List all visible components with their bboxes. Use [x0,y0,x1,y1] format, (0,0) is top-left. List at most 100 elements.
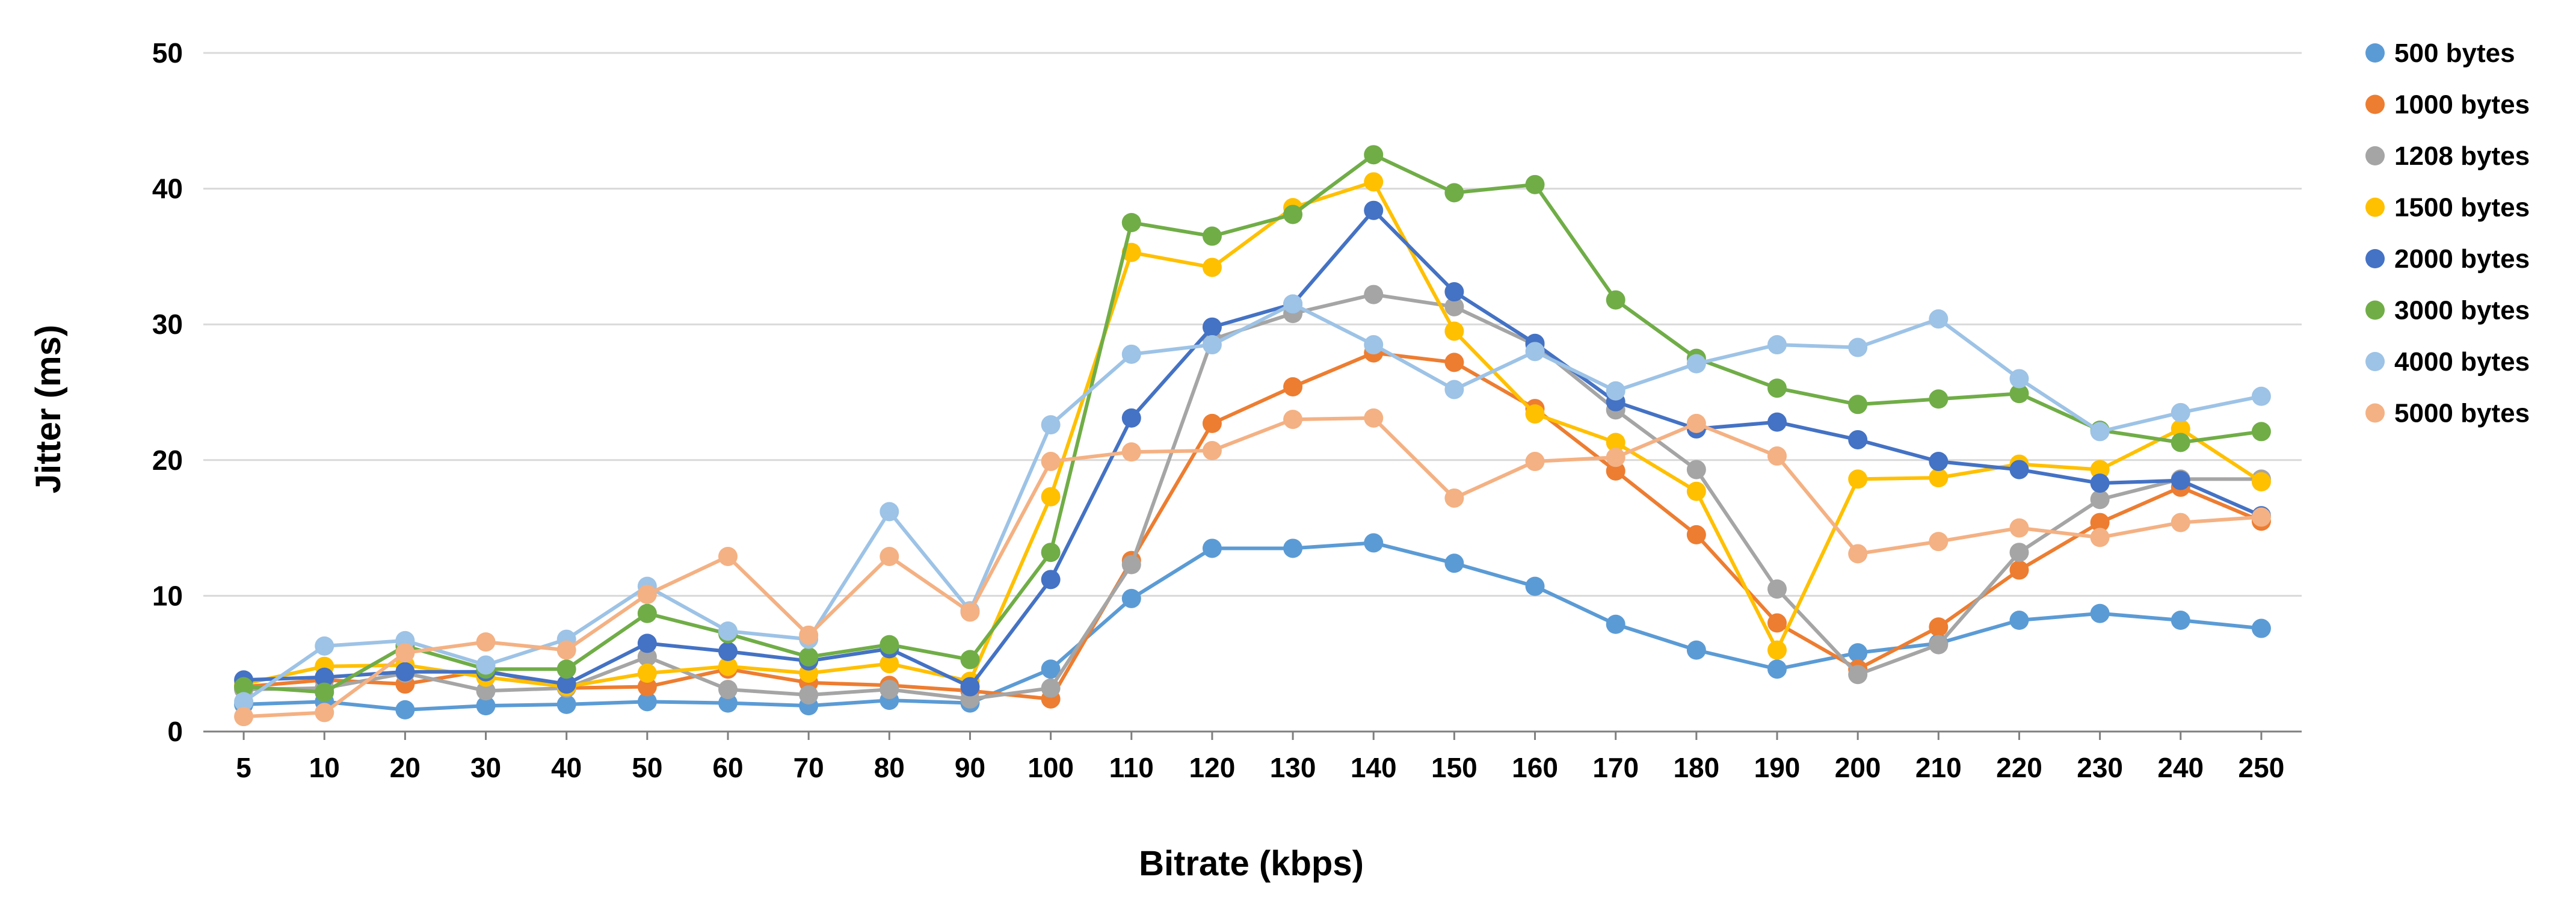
data-point-3000-bytes-210 [1929,389,1949,409]
data-point-500-bytes-130 [1283,538,1303,558]
data-point-5000-bytes-230 [2090,528,2110,547]
data-point-3000-bytes-200 [1848,395,1868,414]
data-point-1208-bytes-200 [1848,665,1868,685]
x-tick-label-5: 5 [236,752,251,783]
data-point-4000-bytes-140 [1364,335,1384,355]
x-tick-label-250: 250 [2239,752,2285,783]
data-point-1000-bytes-150 [1444,353,1464,372]
data-point-2000-bytes-210 [1929,452,1949,472]
x-tick-label-160: 160 [1512,752,1558,783]
data-point-1500-bytes-160 [1525,404,1545,424]
data-point-2000-bytes-10 [315,667,334,687]
data-point-500-bytes-180 [1686,640,1706,660]
legend-marker-1000-bytes [2365,94,2385,114]
data-point-3000-bytes-100 [1041,543,1061,562]
axes: 0 10 20 30 40 50 5 10 20 30 40 50 60 70 80 90 100 110 120 1… [152,37,2302,783]
data-point-1208-bytes-80 [880,680,899,700]
data-point-1000-bytes-220 [2009,560,2029,580]
data-point-3000-bytes-90 [960,650,980,670]
legend-label-1000-bytes: 1000 bytes [2394,90,2530,120]
y-axis-title: Jitter (ms) [29,325,68,493]
x-tick-label-180: 180 [1673,752,1719,783]
legend-label-5000-bytes: 5000 bytes [2394,399,2530,428]
data-point-3000-bytes-250 [2251,422,2271,442]
x-tick-label-10: 10 [309,752,340,783]
data-point-5000-bytes-70 [799,625,819,645]
y-tick-label-10: 10 [152,580,183,611]
data-point-1500-bytes-60 [718,656,738,676]
data-point-2000-bytes-50 [637,633,657,653]
data-point-5000-bytes-90 [960,602,980,622]
x-tick-label-100: 100 [1028,752,1074,783]
legend-marker-4000-bytes [2365,352,2385,371]
series-line-1500-bytes [243,180,2263,689]
legend-marker-500-bytes [2365,43,2385,63]
data-point-500-bytes-190 [1767,659,1787,679]
data-point-500-bytes-150 [1444,553,1464,573]
series-5000-bytes [234,408,2271,727]
data-point-1000-bytes-190 [1767,613,1787,633]
series-3000-bytes [234,145,2271,702]
series-500-bytes [234,533,2271,719]
data-point-500-bytes-200 [1848,643,1868,663]
data-point-5000-bytes-30 [476,632,496,652]
data-point-5000-bytes-160 [1525,452,1545,472]
data-point-2000-bytes-60 [718,641,738,661]
data-point-500-bytes-220 [2009,611,2029,630]
data-point-5000-bytes-50 [637,585,657,605]
x-tick-label-230: 230 [2077,752,2123,783]
data-point-2000-bytes-220 [2009,460,2029,479]
data-point-1000-bytes-120 [1202,413,1222,433]
data-point-1208-bytes-150 [1444,297,1464,316]
data-point-1500-bytes-150 [1444,321,1464,341]
data-point-4000-bytes-60 [718,621,738,641]
x-tick-label-140: 140 [1351,752,1397,783]
data-point-2000-bytes-100 [1041,570,1061,590]
data-point-5000-bytes-10 [315,703,334,723]
series-line-500-bytes [243,541,2262,712]
x-tick-label-220: 220 [1996,752,2042,783]
data-point-1000-bytes-170 [1606,461,1625,481]
data-point-4000-bytes-30 [476,655,496,675]
data-point-1000-bytes-210 [1929,617,1949,637]
y-tick-label-40: 40 [152,173,183,205]
data-point-1500-bytes-190 [1767,640,1787,660]
data-point-3000-bytes-40 [556,659,576,679]
x-axis-title: Bitrate (kbps) [1139,844,1364,883]
data-point-500-bytes-170 [1606,614,1625,634]
data-point-1500-bytes-240 [2171,419,2190,439]
data-point-4000-bytes-150 [1444,380,1464,399]
data-point-500-bytes-30 [476,696,496,716]
x-tick-label-40: 40 [551,752,582,783]
data-point-1500-bytes-200 [1848,469,1868,489]
x-tick-label-150: 150 [1431,752,1478,783]
data-point-1208-bytes-100 [1041,678,1061,698]
data-point-3000-bytes-170 [1606,290,1625,310]
legend-label-1500-bytes: 1500 bytes [2394,193,2530,223]
data-point-4000-bytes-170 [1606,381,1625,401]
data-point-3000-bytes-150 [1444,183,1464,203]
data-point-500-bytes-120 [1202,538,1222,558]
data-point-4000-bytes-5 [234,692,254,712]
data-point-1208-bytes-220 [2009,543,2029,562]
data-point-1500-bytes-170 [1606,433,1625,452]
legend-marker-3000-bytes [2365,300,2385,320]
data-point-500-bytes-20 [395,700,415,719]
data-point-1500-bytes-210 [1929,468,1949,488]
data-point-1208-bytes-190 [1767,579,1787,599]
data-point-1500-bytes-80 [880,654,899,674]
data-point-4000-bytes-190 [1767,335,1787,355]
series-4000-bytes [234,294,2271,712]
y-tick-label-50: 50 [152,37,183,69]
legend-marker-2000-bytes [2365,249,2385,268]
data-point-2000-bytes-190 [1767,412,1787,432]
data-point-5000-bytes-100 [1041,452,1061,472]
x-tick-label-240: 240 [2157,752,2204,783]
x-tick-label-170: 170 [1592,752,1639,783]
data-point-1208-bytes-30 [476,681,496,701]
legend-label-500-bytes: 500 bytes [2394,39,2515,68]
data-point-5000-bytes-140 [1364,408,1384,428]
data-point-1208-bytes-180 [1686,460,1706,479]
data-point-5000-bytes-170 [1606,448,1625,467]
data-point-500-bytes-110 [1121,588,1141,608]
